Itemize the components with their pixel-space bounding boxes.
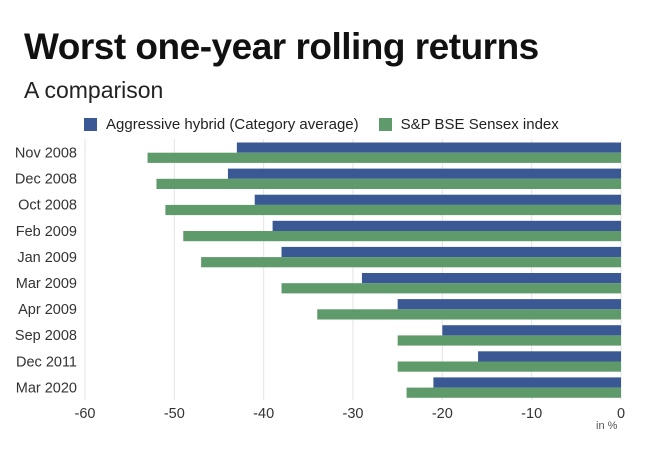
x-axis-unit-label: in % <box>596 420 618 432</box>
legend-swatch-sensex <box>378 118 392 131</box>
x-tick-label: 0 <box>617 406 625 422</box>
bar-sensex <box>397 335 621 346</box>
legend-item-sensex: S&P BSE Sensex index <box>378 116 559 133</box>
bar-sensex <box>317 309 621 320</box>
y-category-label: Oct 2008 <box>18 198 77 214</box>
chart-subtitle: A comparison <box>24 77 164 103</box>
y-category-label: Dec 2008 <box>15 172 77 188</box>
bar-sensex <box>397 361 621 372</box>
y-category-label: Dec 2011 <box>16 354 77 370</box>
bar-aggressive-hybrid <box>227 168 621 179</box>
chart-title: Worst one-year rolling returns <box>24 26 539 67</box>
y-category-label: Mar 2009 <box>16 276 77 292</box>
bar-aggressive-hybrid <box>254 194 621 205</box>
bar-sensex <box>201 257 621 268</box>
legend-label-aggressive-hybrid: Aggressive hybrid (Category average) <box>106 116 359 133</box>
x-tick-label: -10 <box>521 406 542 422</box>
legend: Aggressive hybrid (Category average) S&P… <box>84 116 579 133</box>
y-category-label: Mar 2020 <box>16 380 77 396</box>
bar-aggressive-hybrid <box>361 273 621 284</box>
bar-aggressive-hybrid <box>281 246 621 258</box>
bar-sensex <box>281 283 621 294</box>
bar-sensex <box>147 152 622 163</box>
bar-sensex <box>165 204 621 216</box>
bar-aggressive-hybrid <box>478 351 621 362</box>
y-category-label: Jan 2009 <box>17 250 77 266</box>
bar-sensex <box>183 231 621 242</box>
y-category-label: Nov 2008 <box>15 146 77 162</box>
bar-aggressive-hybrid <box>272 220 621 231</box>
y-category-label: Feb 2009 <box>16 224 77 240</box>
legend-item-aggressive-hybrid: Aggressive hybrid (Category average) <box>84 116 359 133</box>
x-tick-label: -60 <box>75 406 96 422</box>
bar-sensex <box>156 178 621 189</box>
y-category-label: Apr 2009 <box>18 302 77 318</box>
legend-label-sensex: S&P BSE Sensex index <box>400 116 559 133</box>
x-tick-label: -40 <box>253 406 274 422</box>
legend-swatch-aggressive-hybrid <box>84 118 97 131</box>
bar-aggressive-hybrid <box>397 299 621 310</box>
y-category-label: Sep 2008 <box>15 328 77 344</box>
x-tick-label: -20 <box>432 406 453 422</box>
bar-aggressive-hybrid <box>442 325 621 336</box>
bar-aggressive-hybrid <box>236 142 621 153</box>
x-tick-label: -30 <box>343 406 364 422</box>
bar-sensex <box>406 387 621 398</box>
bar-aggressive-hybrid <box>433 377 621 388</box>
x-tick-label: -50 <box>164 406 185 422</box>
